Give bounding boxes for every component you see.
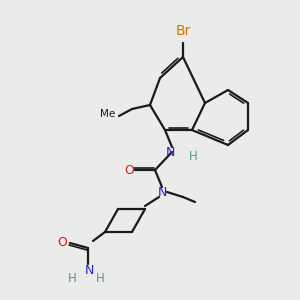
Text: H: H bbox=[96, 272, 104, 284]
Text: Me: Me bbox=[100, 109, 115, 119]
Text: N: N bbox=[165, 146, 175, 158]
Text: N: N bbox=[157, 185, 167, 199]
Text: H: H bbox=[189, 149, 197, 163]
Text: Br: Br bbox=[175, 24, 191, 38]
Text: H: H bbox=[68, 272, 76, 284]
Text: O: O bbox=[57, 236, 67, 250]
Text: O: O bbox=[124, 164, 134, 176]
Text: N: N bbox=[84, 263, 94, 277]
